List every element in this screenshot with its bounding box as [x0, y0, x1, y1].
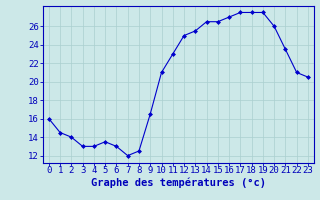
X-axis label: Graphe des températures (°c): Graphe des températures (°c)	[91, 178, 266, 188]
